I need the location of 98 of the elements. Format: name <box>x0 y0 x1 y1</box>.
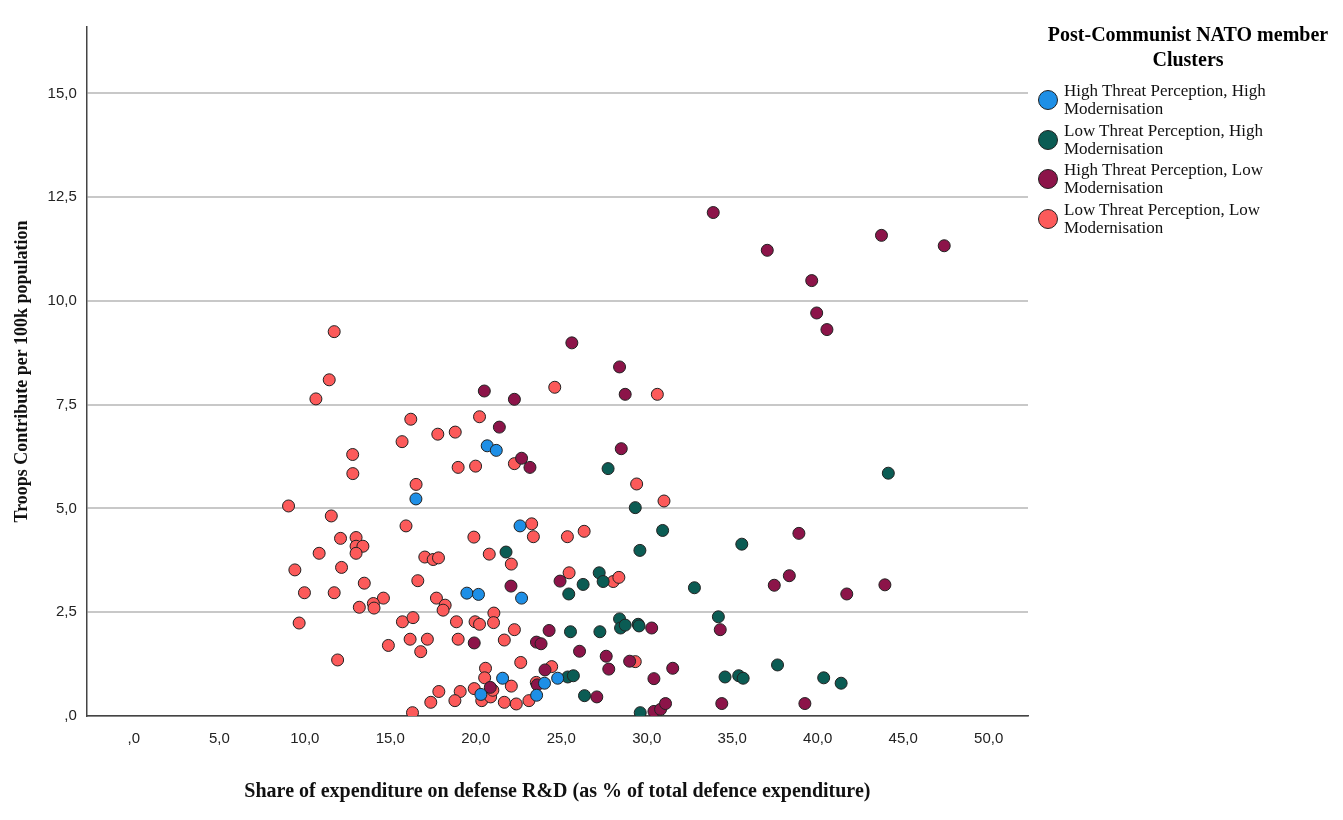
y-tick-label: 10,0 <box>47 291 77 309</box>
legend-label: High Threat Perception, High Modernisation <box>1064 81 1267 118</box>
point <box>504 579 518 593</box>
point <box>618 387 632 401</box>
x-tick-label: 30,0 <box>632 729 662 747</box>
point <box>499 545 513 559</box>
point <box>834 676 848 690</box>
point <box>840 587 854 601</box>
point <box>515 451 529 465</box>
y-tick-label: ,0 <box>64 706 77 724</box>
point <box>711 610 725 624</box>
x-tick-label: 10,0 <box>290 729 320 747</box>
point <box>477 384 491 398</box>
point <box>645 621 659 635</box>
point <box>666 661 680 675</box>
y-tick-label: 12,5 <box>47 187 77 205</box>
point <box>601 462 615 476</box>
legend-label: High Threat Perception, Low Modernisation <box>1064 160 1264 198</box>
point <box>937 239 951 253</box>
legend-label: Low Threat Perception, High Modernisation <box>1064 120 1264 158</box>
point <box>713 623 727 637</box>
point <box>474 687 488 701</box>
point <box>628 501 642 515</box>
point <box>760 243 774 257</box>
point <box>798 697 812 711</box>
point <box>534 637 548 651</box>
x-tick-label: 40,0 <box>803 729 833 747</box>
point <box>735 537 749 551</box>
point <box>613 360 627 374</box>
legend-label: Low Threat Perception, Low Modernisation <box>1064 200 1262 237</box>
point <box>538 663 552 677</box>
point <box>471 587 485 601</box>
x-axis-title: Share of expenditure on defense R&D (as % of total defence expenditure) <box>244 779 871 803</box>
point <box>647 672 661 686</box>
point <box>523 460 537 474</box>
point <box>578 689 591 703</box>
point <box>542 624 556 637</box>
point <box>537 676 551 690</box>
x-tick-label: 25,0 <box>546 729 576 747</box>
point <box>553 574 567 588</box>
x-tick-label: 45,0 <box>888 729 918 747</box>
point <box>782 569 796 583</box>
point <box>614 442 628 456</box>
point <box>715 697 729 711</box>
point <box>565 336 579 350</box>
point <box>599 649 613 663</box>
point <box>566 669 580 683</box>
point <box>573 644 587 658</box>
point <box>771 658 785 672</box>
point <box>874 228 888 242</box>
point <box>767 578 781 592</box>
y-tick-label: 7,5 <box>55 394 77 412</box>
point <box>656 523 670 537</box>
point <box>596 575 610 589</box>
point <box>496 671 510 685</box>
y-tick-label: 2,5 <box>55 602 77 620</box>
point <box>460 586 474 600</box>
point <box>513 519 527 533</box>
point <box>820 323 834 337</box>
x-tick-label: 35,0 <box>717 729 747 747</box>
point <box>878 578 892 592</box>
point <box>467 636 481 650</box>
point <box>633 543 647 557</box>
point <box>792 526 806 540</box>
y-tick-label: 15,0 <box>47 83 77 101</box>
point <box>530 688 544 702</box>
point <box>551 671 565 685</box>
point <box>881 466 895 480</box>
point <box>590 690 604 704</box>
x-tick-label: ,0 <box>127 729 141 747</box>
point <box>563 625 577 639</box>
point <box>515 591 529 605</box>
point <box>409 492 423 506</box>
x-tick-label: 50,0 <box>974 729 1004 747</box>
x-tick-label: 20,0 <box>461 729 491 747</box>
point <box>633 706 647 716</box>
point <box>507 392 521 406</box>
y-axis-title: Troops Contribute per 100k population <box>11 220 32 523</box>
point <box>562 587 576 601</box>
x-tick-label: 5,0 <box>208 729 230 747</box>
point <box>602 662 616 676</box>
point <box>489 443 503 457</box>
point <box>593 625 607 639</box>
point <box>810 306 824 320</box>
legend-title: Post-Communist NATO member Clusters <box>1046 22 1330 72</box>
point <box>805 274 819 288</box>
point <box>659 697 673 711</box>
point <box>618 618 632 632</box>
x-tick-label: 15,0 <box>375 729 405 747</box>
point <box>576 577 590 591</box>
y-tick-label: 5,0 <box>55 498 77 516</box>
point <box>817 671 831 685</box>
point <box>687 581 701 595</box>
point <box>623 654 637 668</box>
point <box>492 420 506 434</box>
point <box>706 206 720 220</box>
point <box>718 670 732 684</box>
point <box>736 671 750 685</box>
